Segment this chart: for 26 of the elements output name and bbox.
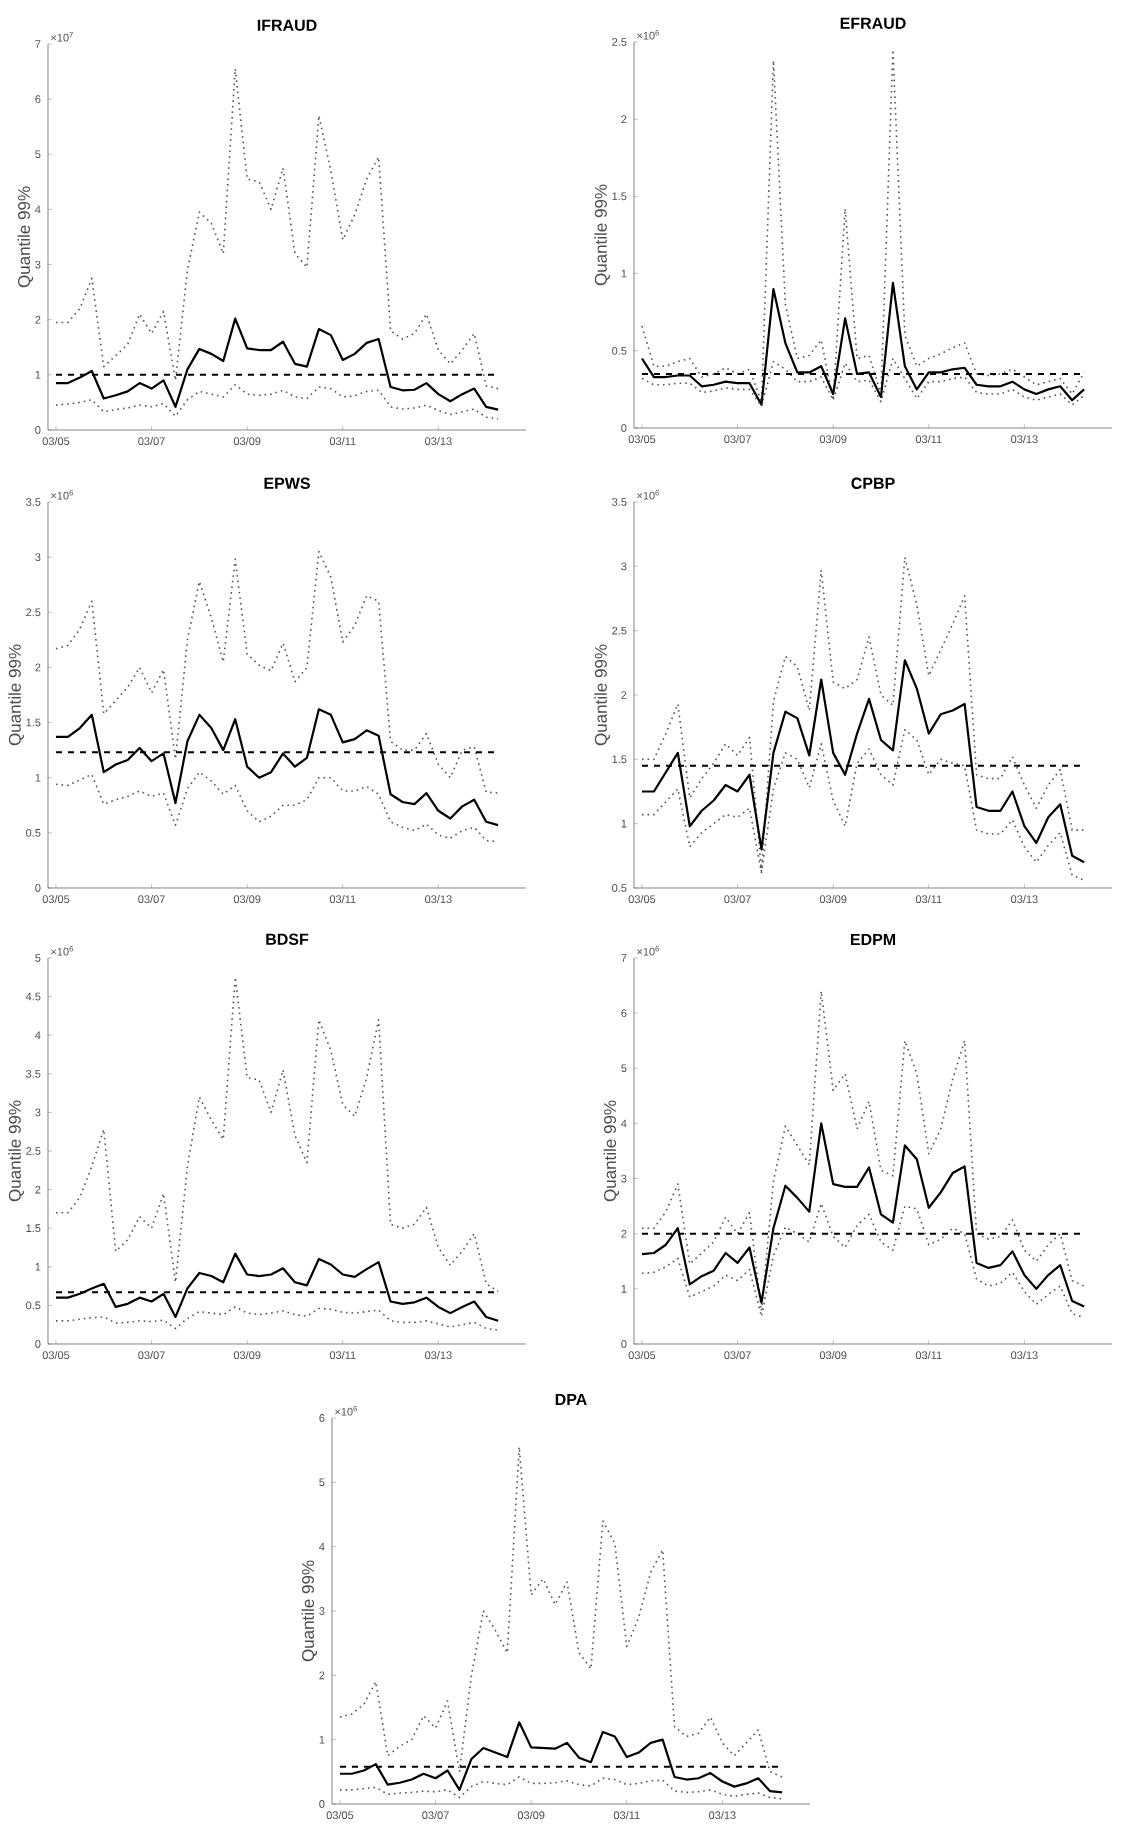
y-axis-title: Quantile 99% [8, 1100, 24, 1202]
y-axis-title: Quantile 99% [17, 186, 34, 288]
line-series [55, 550, 499, 794]
chart-title: EFRAUD [840, 17, 906, 29]
chart-title: CPBP [851, 477, 895, 489]
line-series [641, 556, 1085, 873]
y-axis-title: Quantile 99% [8, 644, 24, 746]
y-axis-title: Quantile 99% [301, 1560, 318, 1662]
y-axis-title: Quantile 99% [594, 184, 610, 286]
line-series [54, 708, 500, 827]
y-axis-title: Quantile 99% [594, 644, 610, 746]
line-series [54, 1252, 500, 1322]
line-series [640, 281, 1086, 406]
line-series [339, 1446, 783, 1778]
y-axis-title: Quantile 99% [603, 1100, 620, 1202]
chart-title: IFRAUD [257, 19, 317, 31]
chart-title: BDSF [266, 933, 309, 945]
chart-title: EPWS [264, 477, 310, 489]
line-series [640, 1122, 1086, 1308]
line-series [339, 1776, 783, 1800]
chart-title: EDPM [850, 933, 896, 945]
line-series [55, 383, 499, 420]
chart-title: DPA [555, 1393, 587, 1405]
line-series [641, 48, 1085, 403]
line-series [55, 976, 499, 1293]
line-series [54, 317, 500, 411]
